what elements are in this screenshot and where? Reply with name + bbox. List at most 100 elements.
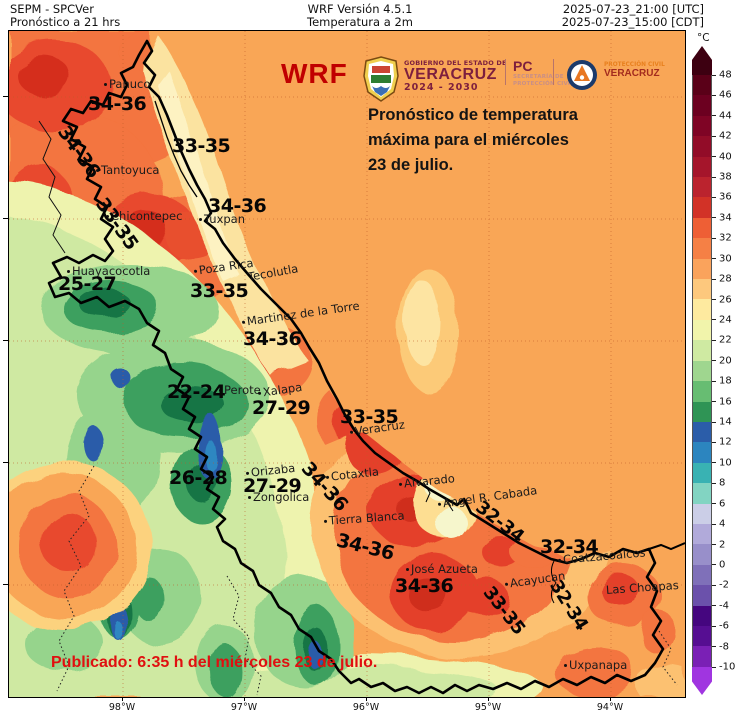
lagoon-shore xyxy=(154,100,198,198)
colorbar-tick-label: 48 xyxy=(719,69,732,81)
axis-tick xyxy=(3,218,8,219)
colorbar-tick-mark xyxy=(712,115,716,117)
colorbar-band xyxy=(693,217,711,239)
colorbar-tick-label: 34 xyxy=(719,212,732,224)
colorbar-tick-mark xyxy=(712,94,716,96)
longitude-tick-label: 94°W xyxy=(596,702,624,713)
colorbar-tick-label: 28 xyxy=(719,273,732,285)
colorbar-tick-mark xyxy=(712,401,716,403)
colorbar-tick-label: 6 xyxy=(719,498,726,510)
colorbar-tick-mark xyxy=(712,462,716,464)
colorbar-tick-mark xyxy=(712,217,716,219)
colorbar-tick-mark xyxy=(712,196,716,198)
coastline-east xyxy=(648,542,685,551)
colorbar-band xyxy=(693,442,711,463)
colorbar-band xyxy=(693,115,711,137)
colorbar-tick-label: 18 xyxy=(719,375,732,387)
colorbar-tick-label: -8 xyxy=(719,641,729,653)
colorbar-tick-label: 10 xyxy=(719,457,732,469)
colorbar-tick-mark xyxy=(712,278,716,280)
colorbar-band xyxy=(693,258,711,280)
header-right: 2025-07-23_21:00 [UTC] 2025-07-23_15:00 … xyxy=(470,3,726,29)
colorbar-tick-mark xyxy=(712,584,716,586)
colorbar-band xyxy=(693,319,711,341)
header-center: WRF Versión 4.5.1 Temperatura a 2m xyxy=(230,3,490,29)
veracruz-state-boundary xyxy=(47,39,665,695)
colorbar-tick-label: 14 xyxy=(719,416,732,428)
colorbar-tick-mark xyxy=(712,625,716,627)
valid-time-utc: 2025-07-23_21:00 [UTC] xyxy=(562,2,704,16)
colorbar-tick-label: 38 xyxy=(719,171,732,183)
colorbar-band xyxy=(693,197,711,218)
model-version-label: WRF Versión 4.5.1 xyxy=(307,2,413,16)
colorbar-tick-label: 8 xyxy=(719,477,726,489)
colorbar-tick-mark xyxy=(712,646,716,648)
colorbar-band xyxy=(693,585,711,606)
colorbar-band xyxy=(693,605,711,626)
colorbar-tick-label: 24 xyxy=(719,314,732,326)
colorbar-band xyxy=(693,625,711,647)
colorbar-band xyxy=(693,279,711,300)
axis-tick xyxy=(3,584,8,585)
colorbar-tick-label: -6 xyxy=(719,620,729,632)
colorbar-band xyxy=(693,544,711,565)
variable-label: Temperatura a 2m xyxy=(307,15,413,29)
axis-tick xyxy=(244,697,245,701)
colorbar-tick-label: 46 xyxy=(719,89,732,101)
colorbar-band xyxy=(693,75,711,96)
colorbar-tick-mark xyxy=(712,380,716,382)
colorbar-tick-label: 40 xyxy=(719,151,732,163)
colorbar-tick-mark xyxy=(712,605,716,607)
colorbar-tick-mark xyxy=(712,544,716,546)
colorbar-tick-mark xyxy=(712,564,716,566)
colorbar-tick-mark xyxy=(712,176,716,178)
colorbar-band xyxy=(693,156,711,178)
colorbar-tick-label: 22 xyxy=(719,334,732,346)
colorbar-tick-label: 4 xyxy=(719,518,726,530)
colorbar-tick-label: 2 xyxy=(719,539,726,551)
colorbar-tick-mark xyxy=(712,299,716,301)
colorbar-tick-labels: 48 46 44 42 40 38 36 34 32 30 28 26 24 22 20 18 16 14 12 10… xyxy=(712,70,748,673)
colorbar-tick-label: 32 xyxy=(719,232,732,244)
header-left: SEPM - SPCVer Pronóstico a 21 hrs xyxy=(10,3,120,29)
colorbar xyxy=(692,75,712,667)
model-source-label: SEPM - SPCVer xyxy=(10,2,94,16)
header-bar: SEPM - SPCVer Pronóstico a 21 hrs WRF Ve… xyxy=(0,0,748,30)
colorbar-tick-mark xyxy=(712,339,716,341)
colorbar-band xyxy=(693,421,711,443)
longitude-tick-label: 98°W xyxy=(108,702,136,713)
axis-tick xyxy=(3,462,8,463)
colorbar-band xyxy=(693,646,711,667)
colorbar-tick-label: 44 xyxy=(719,110,732,122)
colorbar-tick-mark xyxy=(712,360,716,362)
colorbar-band xyxy=(693,340,711,361)
colorbar-tick-label: 36 xyxy=(719,191,732,203)
colorbar-tick-mark xyxy=(712,441,716,443)
colorbar-tick-label: 42 xyxy=(719,130,732,142)
colorbar-tick-mark xyxy=(712,74,716,76)
colorbar-tick-label: 26 xyxy=(719,294,732,306)
colorbar-band xyxy=(693,177,711,198)
colorbar-band xyxy=(693,503,711,524)
colorbar-band xyxy=(693,381,711,402)
colorbar-top-arrow xyxy=(692,46,712,75)
colorbar-band xyxy=(693,95,711,116)
colorbar-band xyxy=(693,564,711,586)
colorbar-tick-mark xyxy=(712,523,716,525)
longitude-tick-label: 95°W xyxy=(474,702,502,713)
colorbar-tick-label: 30 xyxy=(719,253,732,265)
colorbar-tick-mark xyxy=(712,666,716,668)
colorbar-band xyxy=(693,523,711,545)
colorbar-band xyxy=(693,462,711,484)
axis-tick xyxy=(3,340,8,341)
colorbar-tick-mark xyxy=(712,319,716,321)
axis-tick xyxy=(610,697,611,701)
terrain-blobs xyxy=(9,31,685,697)
forecast-hour-label: Pronóstico a 21 hrs xyxy=(10,15,121,29)
colorbar-tick-mark xyxy=(712,503,716,505)
colorbar-tick-mark xyxy=(712,156,716,158)
valid-time-cdt: 2025-07-23_15:00 [CDT] xyxy=(561,15,704,29)
colorbar-band xyxy=(693,238,711,259)
axis-tick xyxy=(122,697,123,701)
